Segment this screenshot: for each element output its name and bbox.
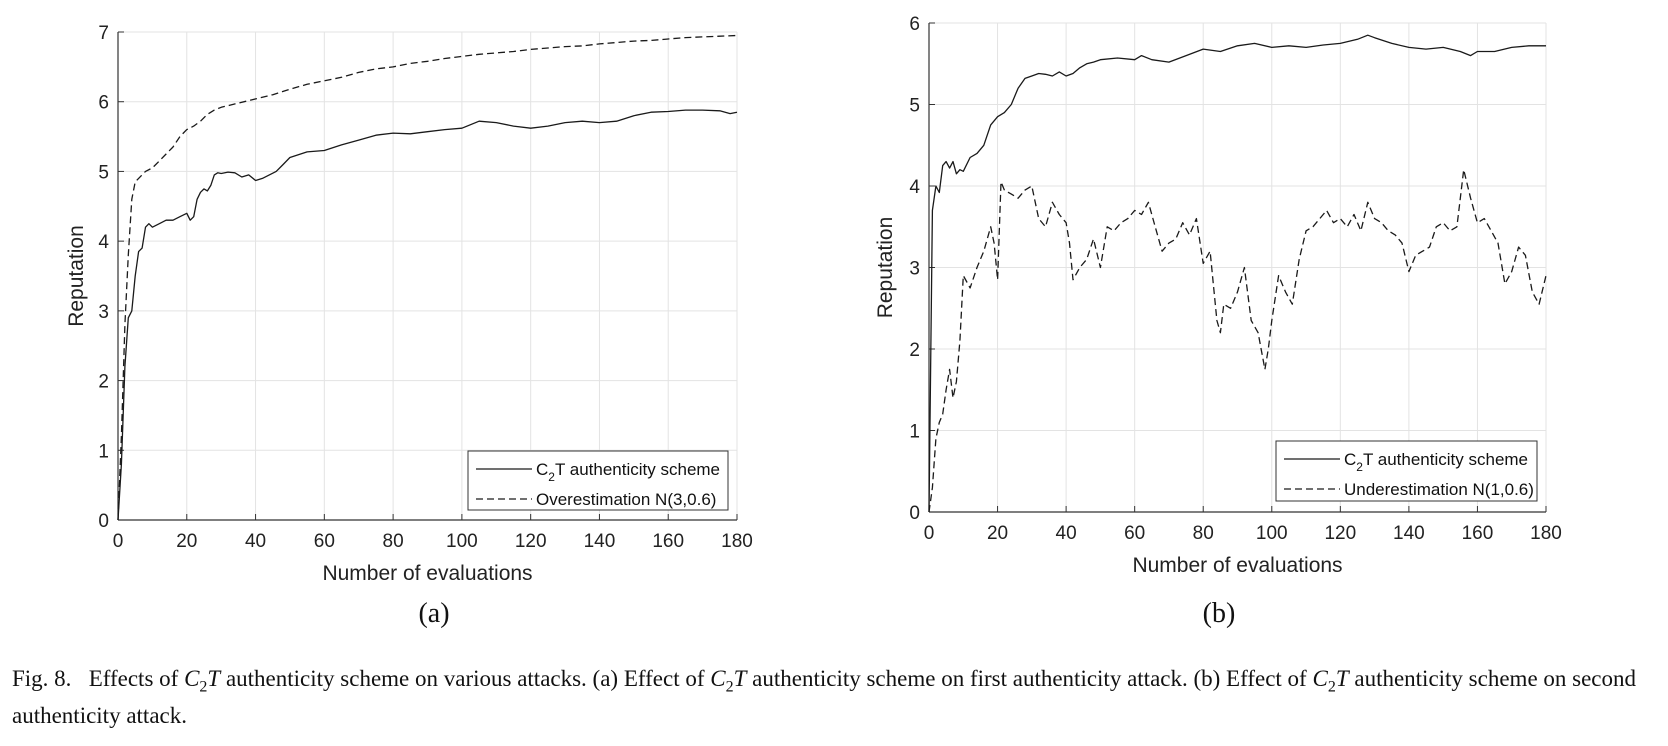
x-tick-label: 180 (721, 531, 753, 552)
x-tick-label: 180 (1530, 523, 1562, 544)
y-tick-label: 3 (98, 302, 109, 323)
legend-box (467, 450, 729, 511)
y-tick-label: 4 (909, 177, 920, 198)
x-tick-label: 60 (314, 531, 335, 552)
caption-part-4: authenticity scheme on second authentici… (12, 666, 1637, 728)
panel-label: (b) (1203, 598, 1236, 629)
series-line-attack (928, 169, 1547, 513)
caption-fig-label: Fig. 8. (12, 666, 72, 691)
legend-entry: C2T authenticity scheme (536, 460, 720, 484)
x-axis-label: Number of evaluations (322, 562, 532, 585)
y-tick-label: 6 (909, 14, 920, 35)
x-tick-label: 40 (245, 531, 266, 552)
x-tick-label: 140 (584, 531, 616, 552)
legend-box (1275, 440, 1538, 502)
y-tick-label: 4 (98, 232, 109, 253)
y-tick-label: 6 (98, 93, 109, 114)
y-tick-label: 2 (98, 372, 109, 393)
y-tick-label: 7 (98, 23, 109, 44)
panel-label: (a) (418, 598, 449, 629)
caption-part-1: Effects of (88, 666, 179, 691)
caption-symbol: C2T (1312, 666, 1349, 696)
x-tick-label: 100 (1256, 523, 1288, 544)
x-tick-label: 120 (1324, 523, 1356, 544)
series-line-c2t (928, 34, 1546, 513)
caption-symbol: C2T (710, 666, 747, 696)
legend: C2T authenticity scheme Underestimation N… (1275, 440, 1538, 502)
x-tick-label: 100 (446, 531, 478, 552)
caption-symbol: C2T (184, 666, 221, 696)
x-tick-label: 20 (987, 523, 1008, 544)
chart-panel-b: 0 20 40 60 80 100 120 140 160 180 0 1 2 3 4 5 6 Number of… (874, 14, 1562, 629)
x-tick-label: 0 (924, 523, 935, 544)
figure-caption: Fig. 8. Effects of C2T authenticity sche… (12, 665, 1652, 730)
y-tick-label: 0 (98, 511, 109, 532)
x-tick-label: 120 (515, 531, 547, 552)
x-tick-label: 80 (1193, 523, 1214, 544)
x-tick-label: 160 (1462, 523, 1494, 544)
y-tick-label: 5 (98, 162, 109, 183)
chart-panel-a: 0 20 40 60 80 100 120 140 160 180 0 1 2 3 4 5 6 7 Number o… (65, 23, 753, 629)
caption-part-2: authenticity scheme on various attacks. … (225, 666, 705, 691)
y-tick-label: 3 (909, 259, 920, 280)
x-tick-label: 160 (652, 531, 684, 552)
legend-entry: Overestimation N(3,0.6) (536, 490, 716, 509)
x-tick-label: 20 (176, 531, 197, 552)
y-axis-label: Reputation (874, 217, 897, 319)
legend: C2T authenticity scheme Overestimation N(… (467, 450, 729, 511)
y-tick-label: 2 (909, 340, 920, 361)
x-tick-label: 0 (113, 531, 124, 552)
y-tick-label: 1 (98, 441, 109, 462)
y-axis-label: Reputation (65, 225, 88, 327)
x-tick-label: 140 (1393, 523, 1425, 544)
x-tick-label: 40 (1056, 523, 1077, 544)
y-tick-label: 1 (909, 422, 920, 443)
legend-entry: Underestimation N(1,0.6) (1344, 480, 1534, 499)
caption-part-3: authenticity scheme on first authenticit… (752, 666, 1307, 691)
x-axis-label: Number of evaluations (1132, 554, 1342, 577)
y-tick-label: 5 (909, 96, 920, 117)
series-line-c2t (117, 109, 738, 521)
legend-entry: C2T authenticity scheme (1344, 450, 1528, 474)
y-tick-label: 0 (909, 503, 920, 524)
x-tick-label: 60 (1124, 523, 1145, 544)
x-tick-label: 80 (383, 531, 404, 552)
series-line-attack (117, 34, 738, 521)
